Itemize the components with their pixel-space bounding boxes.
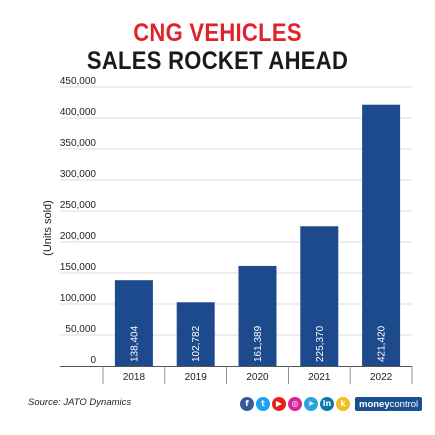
x-tick-label: 2020 xyxy=(246,372,269,383)
x-tick-label: 2018 xyxy=(123,372,146,383)
y-tick-label: 250,000 xyxy=(60,200,97,211)
source-note: Source: JATO Dynamics xyxy=(28,397,132,408)
y-axis-label: (Units sold) xyxy=(42,200,54,256)
y-tick-label: 300,000 xyxy=(60,169,97,180)
x-tick-label: 2021 xyxy=(308,372,331,383)
y-tick-label: 450,000 xyxy=(60,76,97,87)
brand-part2: control xyxy=(389,398,419,410)
x-tick-label: 2022 xyxy=(370,372,393,383)
bar-value-label: 161,389 xyxy=(253,325,264,362)
youtube-icon[interactable]: ▶ xyxy=(272,397,286,411)
moneycontrol-logo[interactable]: money control xyxy=(355,397,423,411)
chart-title-line1: CNG VEHICLES xyxy=(133,18,302,47)
y-tick-label: 350,000 xyxy=(60,138,97,149)
bar-value-label: 138,404 xyxy=(129,325,140,362)
bar-value-label: 225,370 xyxy=(315,325,326,362)
x-tick-label: 2019 xyxy=(185,372,208,383)
bar xyxy=(362,104,401,366)
bar-value-label: 421,420 xyxy=(377,325,388,362)
y-tick-label: 0 xyxy=(90,355,96,366)
chart-title-line2: SALES ROCKET AHEAD xyxy=(86,46,349,75)
y-tick-label: 400,000 xyxy=(60,107,97,118)
bar xyxy=(176,302,215,366)
y-tick-label: 100,000 xyxy=(60,293,97,304)
bar-value-label: 102,782 xyxy=(191,325,202,362)
twitter-icon[interactable]: t xyxy=(256,397,270,411)
y-tick-label: 150,000 xyxy=(60,262,97,273)
koo-icon[interactable]: k xyxy=(336,397,350,411)
bar xyxy=(238,265,277,366)
social-icons: f t ▶ ◎ ➤ in k money control xyxy=(240,396,423,412)
linkedin-icon[interactable]: in xyxy=(320,397,334,411)
facebook-icon[interactable]: f xyxy=(240,397,254,411)
y-tick-label: 200,000 xyxy=(60,231,97,242)
bar xyxy=(300,226,339,366)
brand-part1: money xyxy=(359,398,390,410)
instagram-icon[interactable]: ◎ xyxy=(288,397,302,411)
y-tick-label: 50,000 xyxy=(65,324,96,335)
bar xyxy=(114,280,153,366)
telegram-icon[interactable]: ➤ xyxy=(304,397,318,411)
